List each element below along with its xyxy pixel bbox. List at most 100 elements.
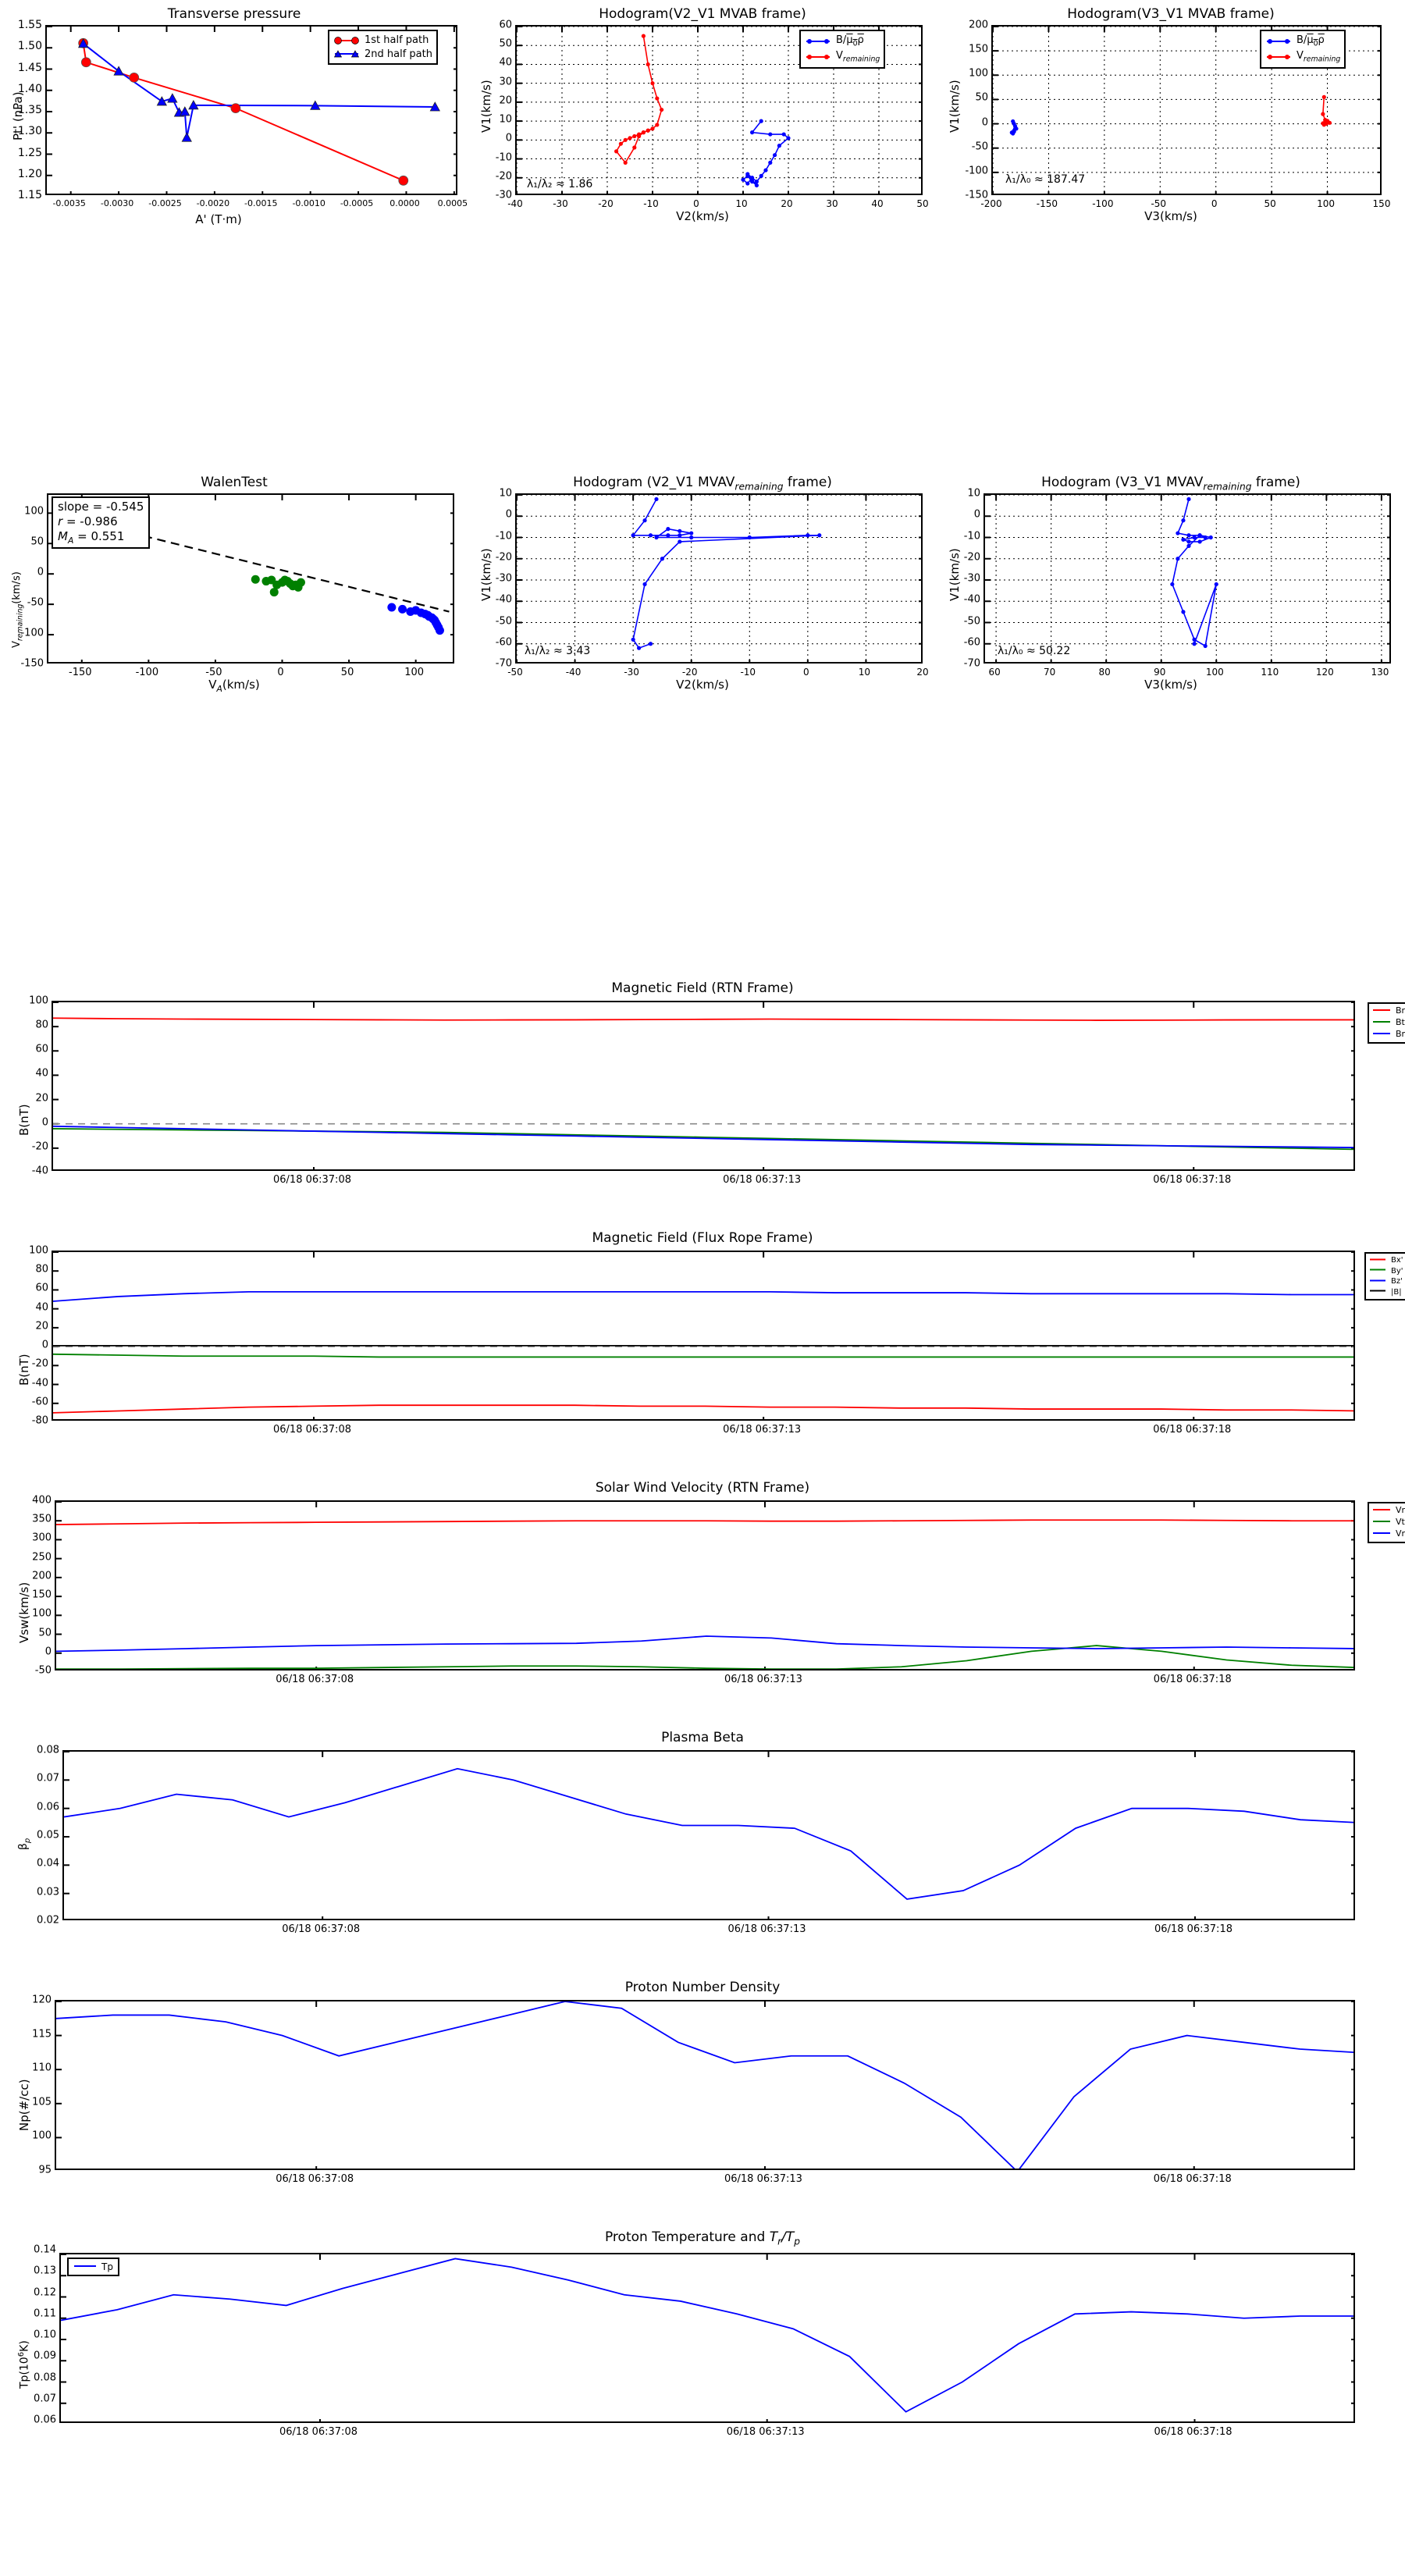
panel-title: WalenTest	[201, 475, 268, 490]
legend-row-b: B/μ0ρ	[805, 34, 880, 49]
legend-tp[interactable]: Tp	[67, 2258, 119, 2277]
x-tick-label: 100	[1205, 667, 1224, 678]
y-tick-label: 115	[32, 2028, 52, 2041]
y-tick-label: 0.12	[34, 2286, 56, 2298]
y-tick-label: 60	[35, 1043, 48, 1055]
x-tick-label: -10	[643, 198, 659, 209]
panel-title: Hodogram(V3_V1 MVAB frame)	[1067, 6, 1275, 22]
panel-proton-number-density: Proton Number Density Np(#/cc) 95 100 105 1…	[0, 1975, 1405, 2225]
panel-title: Hodogram(V2_V1 MVAB frame)	[599, 6, 806, 22]
y-tick-label: 10	[499, 113, 512, 126]
legend-row-vn: Vn	[1372, 1528, 1405, 1540]
panel-hodogram-v2v1-mvab: Hodogram(V2_V1 MVAB frame) V1(km/s) V2(k…	[468, 0, 937, 226]
legend-label-b: B/μ0ρ	[836, 34, 864, 48]
y-tick-label: -10	[495, 530, 512, 542]
panel-title: Magnetic Field (RTN Frame)	[611, 980, 794, 996]
y-tick-label: -20	[31, 1140, 48, 1153]
y-tick-label: 0.11	[34, 2307, 56, 2320]
tp-ts-svg	[61, 2254, 1353, 2421]
legend-hodogram-v2v1[interactable]: B/μ0ρ Vremaining	[799, 30, 886, 69]
y-tick-label: 1.45	[17, 61, 42, 74]
panel-title: Proton Number Density	[624, 1980, 781, 1995]
y-tick-label: -30	[963, 572, 980, 585]
x-tick-label: -150	[69, 667, 92, 678]
y-tick-label: 300	[32, 1532, 52, 1544]
x-tick-label: 06/18 06:37:08	[276, 2173, 354, 2185]
legend-b-rtn[interactable]: Br Bt Bn	[1368, 1002, 1405, 1044]
panel-title: Magnetic Field (Flux Rope Frame)	[592, 1230, 813, 1246]
legend-row-1st-half: 1st half path	[333, 34, 432, 48]
y-tick-label: 0.07	[37, 1772, 59, 1784]
bx-line-icon	[1369, 1256, 1386, 1265]
y-tick-label: 100	[32, 1607, 52, 1620]
transverse-pressure-svg	[47, 27, 456, 194]
y-tick-label: 100	[969, 67, 988, 80]
y-tick-label: 100	[29, 1244, 48, 1257]
y-tick-label: 100	[24, 505, 44, 518]
x-tick-label: 06/18 06:37:08	[282, 1923, 361, 1935]
panel-title: Plasma Beta	[661, 1730, 744, 1745]
x-tick-label: 150	[1372, 198, 1391, 209]
y-tick-label: -40	[31, 1165, 48, 1177]
b-rtn-svg	[53, 1002, 1353, 1169]
x-tick-label: 90	[1154, 667, 1166, 678]
y-tick-label: -50	[34, 1664, 52, 1677]
y-tick-label: -20	[31, 1357, 48, 1370]
legend-label-br: Br	[1396, 1005, 1405, 1016]
legend-row-v: Vremaining	[1265, 49, 1340, 65]
x-tick-label: -50	[205, 667, 222, 678]
y-tick-label: 105	[32, 2096, 52, 2108]
x-tick-label: 60	[988, 667, 1001, 678]
x-tick-label: 0	[277, 667, 284, 678]
y-tick-label: 0.13	[34, 2265, 56, 2277]
legend-label-bmag: |B|	[1391, 1287, 1402, 1297]
x-tick-label: -0.0020	[196, 198, 230, 208]
bz-line-icon	[1369, 1277, 1386, 1286]
y-tick-label: -40	[963, 593, 980, 606]
panel-transverse-pressure: Transverse pressure Pt' (nPa) A' (T·m) 1…	[0, 0, 468, 226]
legend-transverse-pressure[interactable]: 1st half path 2nd half path	[328, 30, 438, 66]
x-tick-label: 06/18 06:37:13	[723, 1174, 802, 1186]
y-tick-label: 200	[32, 1570, 52, 1582]
panel-magnetic-field-fluxrope: Magnetic Field (Flux Rope Frame) B(nT) -…	[0, 1226, 1405, 1475]
x-tick-label: 06/18 06:37:08	[273, 1174, 351, 1186]
y-tick-label: 0.02	[37, 1914, 59, 1927]
y-tick-label: 1.35	[17, 104, 42, 116]
y-tick-label: -10	[495, 151, 512, 164]
panel-plasma-beta: Plasma Beta βp 0.02 0.03 0.04 0.05 0.06 0.07 0…	[0, 1725, 1405, 1975]
y-tick-label: 10	[499, 487, 512, 500]
triangle-marker-icon	[333, 49, 360, 59]
eigenvalue-annotation: λ₁/λ₂ ≈ 3.43	[525, 645, 591, 657]
y-tick-label: -30	[495, 189, 512, 201]
plot-area	[515, 493, 923, 664]
x-tick-label: -30	[624, 667, 639, 678]
x-tick-label: 06/18 06:37:08	[279, 2426, 357, 2438]
y-tick-label: 0.03	[37, 1886, 59, 1898]
x-tick-label: 06/18 06:37:18	[1154, 1923, 1232, 1935]
plot-area	[62, 1750, 1355, 1920]
legend-label-bt: Bt	[1396, 1016, 1405, 1027]
y-tick-label: 150	[32, 1589, 52, 1601]
y-tick-label: 0	[973, 508, 980, 521]
y-tick-label: 0.04	[37, 1857, 59, 1870]
x-tick-label: 10	[735, 198, 748, 209]
x-tick-label: -100	[1092, 198, 1114, 209]
y-tick-label: -50	[27, 596, 44, 609]
y-tick-label: 1.40	[17, 82, 42, 95]
legend-label-2nd-half: 2nd half path	[365, 48, 432, 60]
x-tick-label: 06/18 06:37:18	[1153, 2173, 1232, 2185]
y-tick-label: 0	[505, 132, 512, 144]
x-tick-label: -40	[507, 198, 523, 209]
y-tick-label: 20	[35, 1320, 48, 1332]
y-tick-label: 0.09	[34, 2350, 56, 2362]
y-tick-label: 350	[32, 1513, 52, 1525]
legend-vsw[interactable]: Vr Vt Vn	[1368, 1502, 1405, 1543]
legend-label-v: Vremaining	[1297, 50, 1341, 64]
legend-hodogram-v3v1[interactable]: B/μ0ρ Vremaining	[1260, 30, 1346, 69]
legend-row-bx: Bx'	[1369, 1255, 1403, 1266]
legend-b-fluxrope[interactable]: Bx' By' Bz' |B|	[1364, 1252, 1405, 1300]
x-axis-label: V2(km/s)	[676, 209, 729, 223]
b-fluxrope-svg	[53, 1252, 1353, 1419]
vn-line-icon	[1372, 1529, 1391, 1539]
x-tick-label: 06/18 06:37:18	[1153, 1424, 1232, 1436]
